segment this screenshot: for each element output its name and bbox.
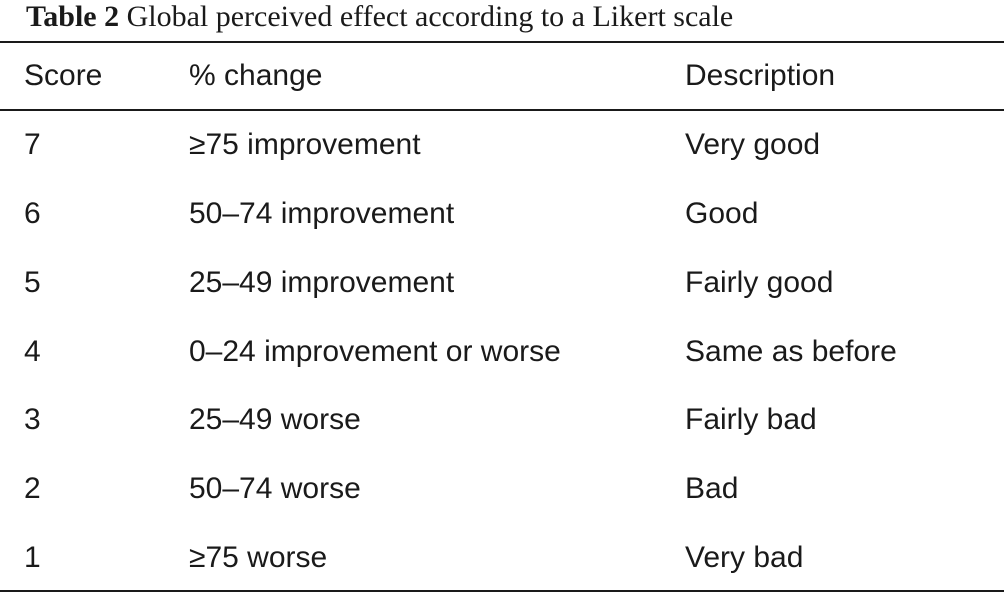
cell-description: Same as before	[685, 335, 897, 368]
table-bottom-rule	[0, 590, 1004, 592]
cell-score: 2	[24, 472, 41, 505]
table-row: 6 50–74 improvement Good	[0, 197, 1004, 231]
cell-percent-change: 25–49 improvement	[189, 266, 455, 299]
table-row: 3 25–49 worse Fairly bad	[0, 403, 1004, 437]
cell-description: Very bad	[685, 541, 804, 574]
cell-percent-change: 50–74 improvement	[189, 197, 455, 230]
table-row: 1 ≥75 worse Very bad	[0, 541, 1004, 575]
cell-score: 7	[24, 128, 41, 161]
cell-percent-change: 25–49 worse	[189, 403, 361, 436]
cell-score: 4	[24, 335, 41, 368]
header-description: Description	[685, 59, 836, 92]
cell-score: 6	[24, 197, 41, 230]
cell-percent-change: 50–74 worse	[189, 472, 361, 505]
cell-percent-change: ≥75 worse	[189, 541, 328, 574]
table-header-rule	[0, 109, 1004, 111]
cell-description: Bad	[685, 472, 739, 505]
cell-description: Fairly good	[685, 266, 834, 299]
cell-description: Very good	[685, 128, 821, 161]
table-caption-label: Table 2	[26, 0, 120, 33]
header-score: Score	[24, 59, 103, 92]
table-header-row: Score % change Description	[0, 59, 1004, 93]
cell-score: 3	[24, 403, 41, 436]
cell-score: 1	[24, 541, 41, 574]
table-top-rule	[0, 41, 1004, 43]
table-row: 4 0–24 improvement or worse Same as befo…	[0, 335, 1004, 369]
cell-score: 5	[24, 266, 41, 299]
header-percent-change: % change	[189, 59, 323, 92]
cell-percent-change: 0–24 improvement or worse	[189, 335, 561, 368]
cell-description: Good	[685, 197, 759, 230]
table-row: 2 50–74 worse Bad	[0, 472, 1004, 506]
table-row: 5 25–49 improvement Fairly good	[0, 266, 1004, 300]
cell-percent-change: ≥75 improvement	[189, 128, 421, 161]
cell-description: Fairly bad	[685, 403, 817, 436]
table-caption: Table 2 Global perceived effect accordin…	[26, 0, 733, 34]
table-caption-text: Global perceived effect according to a L…	[126, 0, 734, 33]
table-row: 7 ≥75 improvement Very good	[0, 128, 1004, 162]
